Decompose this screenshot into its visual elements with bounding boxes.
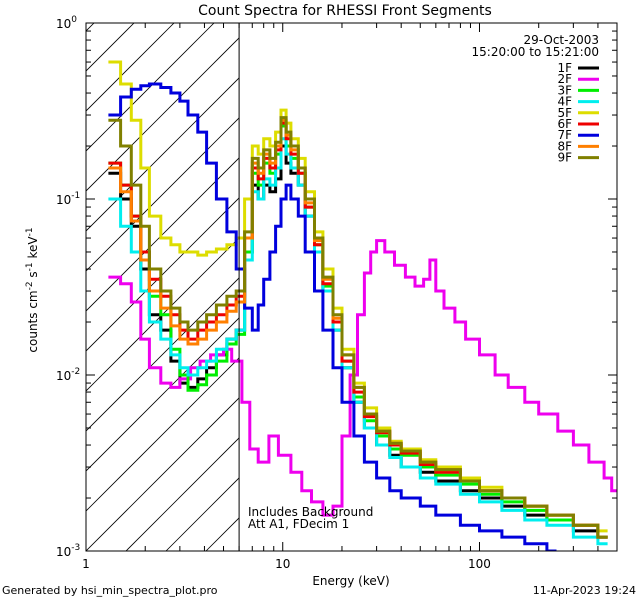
series-9F-line <box>108 116 608 539</box>
y-tick-labels: 100 10-1 10-2 10-3 <box>56 15 80 559</box>
plot-frame <box>85 22 618 552</box>
legend-label-4F: 4F <box>557 95 572 109</box>
series-3F-line <box>108 124 608 539</box>
chart-title: Count Spectra for RHESSI Front Segments <box>198 3 492 19</box>
hatch-lines <box>0 0 640 551</box>
hatch-line <box>86 23 215 152</box>
hatch-line <box>0 0 126 551</box>
y-tick-label: 100 <box>56 15 77 31</box>
series-2F-line <box>108 239 617 517</box>
series-5F-line <box>108 60 608 533</box>
x-tick-labels: 1 10 100 <box>82 557 491 571</box>
generated-by-label: Generated by hsi_min_spectra_plot.pro <box>2 584 218 597</box>
hatch-line <box>286 0 640 551</box>
y-axis-label: counts cm-2 s-1 keV-1 <box>25 227 40 352</box>
date-label: 29-Oct-2003 <box>523 33 599 47</box>
hatch-line <box>86 317 240 472</box>
hatch-line <box>326 0 640 551</box>
hatch-line <box>86 157 240 312</box>
hatch-line <box>86 37 240 192</box>
hatch-line <box>86 277 240 432</box>
legend-label-6F: 6F <box>557 117 572 131</box>
legend-label-7F: 7F <box>557 128 572 142</box>
hatch-line <box>125 437 240 551</box>
annotation-attenuator: Att A1, FDecim 1 <box>248 517 349 531</box>
hatch-line <box>86 237 240 392</box>
hatch-line <box>86 357 240 512</box>
legend-label-5F: 5F <box>557 106 572 120</box>
x-tick-label: 1 <box>82 557 90 571</box>
y-tick-label: 10-1 <box>56 191 80 207</box>
hatch-line <box>86 23 135 72</box>
hatch-line <box>86 23 175 112</box>
time-range-label: 15:20:00 to 15:21:00 <box>472 45 599 59</box>
hatch-line <box>86 117 240 272</box>
series-7F-line <box>108 82 557 551</box>
y-tick-label: 10-3 <box>56 543 80 559</box>
legend-label-1F: 1F <box>557 61 572 75</box>
y-tick-label: 10-2 <box>56 367 80 383</box>
series-layer <box>108 60 617 551</box>
legend-label-2F: 2F <box>557 72 572 86</box>
legend-label-9F: 9F <box>557 151 572 165</box>
hatch-line <box>0 0 86 551</box>
hatch-line <box>86 397 240 551</box>
axis-ticks <box>85 22 618 552</box>
x-axis-label: Energy (keV) <box>312 574 389 588</box>
series-4F-line <box>108 137 608 546</box>
attenuator-hatch-region <box>0 0 640 551</box>
legend-label-8F: 8F <box>557 139 572 153</box>
x-tick-label: 10 <box>275 557 290 571</box>
footer-timestamp: 11-Apr-2023 19:24 <box>533 584 636 597</box>
hatch-line <box>86 77 240 232</box>
hatch-line <box>446 0 640 551</box>
x-tick-label: 100 <box>468 557 491 571</box>
annotation-background: Includes Background <box>248 505 373 519</box>
legend-label-3F: 3F <box>557 83 572 97</box>
